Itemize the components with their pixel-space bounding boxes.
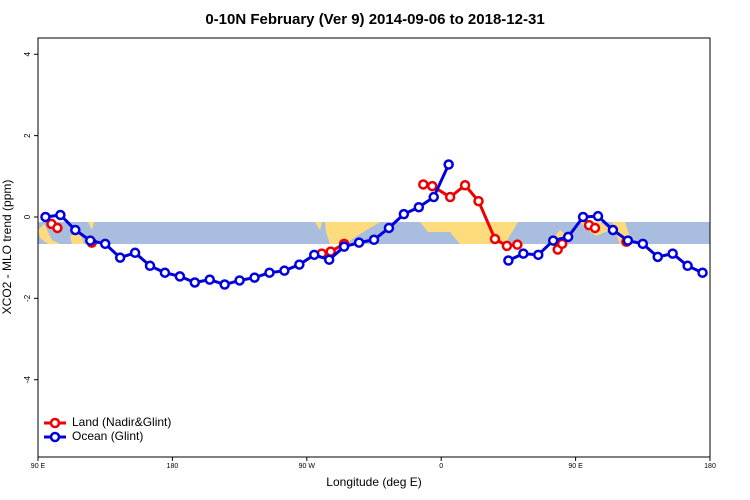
x-tick-label: 0 (439, 463, 443, 470)
x-axis-label: Longitude (deg E) (326, 475, 421, 489)
series-point (234, 275, 245, 286)
series-point (518, 248, 529, 259)
series-point (174, 271, 186, 282)
series-point (459, 180, 471, 191)
series-point (503, 255, 514, 266)
legend-label: Land (Nadir&Glint) (72, 415, 171, 429)
x-tick-label: 180 (167, 463, 179, 470)
y-tick-label: 2 (23, 133, 32, 138)
y-tick-label: -4 (23, 376, 32, 384)
series-point (368, 234, 380, 246)
series-point (159, 267, 171, 278)
series-point (667, 248, 678, 259)
legend-marker (49, 431, 61, 443)
series-point (592, 210, 604, 222)
series-point (40, 211, 51, 223)
land-patch (315, 222, 322, 230)
series-point (144, 260, 156, 272)
series-point (428, 191, 439, 203)
land-patch (38, 224, 60, 244)
series-point (697, 267, 708, 278)
series-point (444, 191, 456, 203)
series-point (219, 279, 230, 290)
series-point (607, 224, 619, 236)
series-point (398, 208, 410, 220)
series-point (99, 238, 111, 250)
y-tick-label: 4 (23, 51, 32, 56)
series-point (338, 241, 350, 252)
series-point (577, 211, 589, 223)
land-patch (88, 222, 94, 230)
series-point (533, 249, 544, 261)
plot-frame (37, 37, 711, 458)
chart-title: 0-10N February (Ver 9) 2014-09-06 to 201… (205, 11, 544, 28)
series-point (279, 265, 290, 276)
series-point (52, 222, 63, 234)
series-point (622, 235, 634, 246)
series-point (682, 260, 693, 272)
series-point (85, 235, 96, 246)
series-point (418, 179, 429, 190)
series-point (652, 251, 663, 263)
series-point (294, 259, 305, 270)
series-point (489, 233, 501, 245)
series-point (562, 231, 574, 243)
x-tick-label: 90 E (568, 463, 583, 470)
y-tick-label: 0 (23, 214, 32, 219)
legend-label: Ocean (Glint) (72, 429, 143, 443)
x-tick-label: 90 E (31, 463, 46, 470)
series-point (323, 254, 335, 265)
legend-marker (49, 417, 61, 429)
series-point (501, 240, 513, 252)
series-point (637, 238, 649, 250)
series-point (512, 239, 523, 250)
series-point (413, 201, 425, 213)
series-point (70, 224, 81, 236)
series-point (443, 159, 454, 170)
series-point (383, 222, 395, 234)
x-tick-label: 90 W (299, 463, 316, 470)
x-tick-label: 180 (704, 463, 716, 470)
series-point (473, 195, 484, 207)
series-point (353, 237, 365, 248)
series-point (426, 180, 438, 192)
land-patch (325, 222, 380, 244)
series-point (189, 277, 201, 288)
series-point (589, 222, 601, 234)
ocean-band (38, 222, 710, 244)
series-point (547, 235, 559, 246)
series-point (55, 209, 66, 221)
series-point (249, 272, 260, 283)
y-tick-label: -2 (23, 294, 32, 302)
series-point (204, 274, 215, 285)
series-point (114, 252, 126, 263)
series-line (45, 163, 451, 287)
series-point (309, 249, 320, 261)
series-point (129, 247, 141, 259)
series-point (264, 267, 275, 278)
y-axis-label: XCO2 - MLO trend (ppm) (0, 180, 14, 315)
